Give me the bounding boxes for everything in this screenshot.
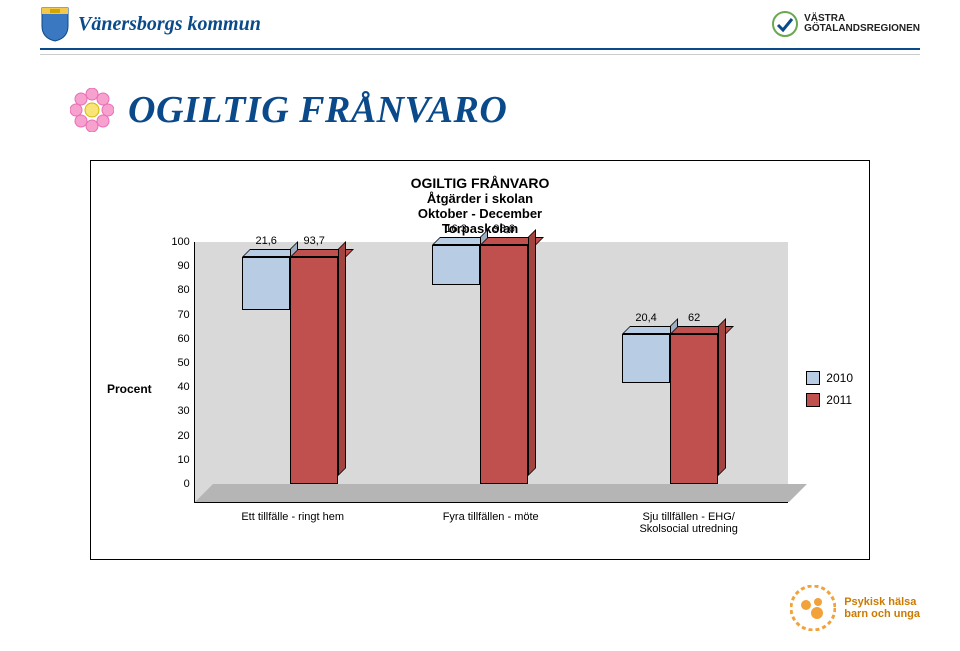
bar-value-label: 93,7 bbox=[303, 235, 324, 247]
y-tick: 100 bbox=[171, 236, 189, 248]
footer-line1: Psykisk hälsa bbox=[844, 596, 920, 608]
y-tick: 50 bbox=[177, 357, 189, 369]
plot-floor bbox=[195, 484, 807, 502]
bar-group: 16,398,6 bbox=[432, 245, 528, 484]
x-axis-labels: Ett tillfälle - ringt hemFyra tillfällen… bbox=[194, 511, 789, 535]
chart-container: OGILTIG FRÅNVARO Åtgärder i skolan Oktob… bbox=[90, 160, 870, 560]
flower-icon bbox=[70, 88, 114, 132]
y-tick: 80 bbox=[177, 284, 189, 296]
x-label: Fyra tillfällen - möte bbox=[392, 511, 590, 535]
chart-title-2: Åtgärder i skolan bbox=[107, 191, 853, 206]
psykisk-halsa-icon bbox=[790, 585, 836, 631]
page-header: Vänersborgs kommun VÄSTRA GÖTALANDSREGIO… bbox=[40, 0, 920, 48]
header-left: Vänersborgs kommun bbox=[40, 6, 261, 42]
plot-outer: 21,693,716,398,620,462 Ett tillfälle - r… bbox=[194, 242, 789, 535]
bar-value-label: 20,4 bbox=[635, 312, 656, 324]
y-tick: 40 bbox=[177, 381, 189, 393]
header-right: VÄSTRA GÖTALANDSREGIONEN bbox=[772, 11, 920, 37]
chart-title-3: Oktober - December bbox=[107, 206, 853, 221]
legend-item: 2011 bbox=[806, 393, 853, 407]
y-axis-ticks: 0102030405060708090100 bbox=[160, 242, 194, 502]
y-tick: 60 bbox=[177, 333, 189, 345]
chart-title-4: Torpaskolan bbox=[107, 221, 853, 236]
legend-label: 2010 bbox=[826, 371, 853, 385]
title-row: OGILTIG FRÅNVARO bbox=[70, 88, 507, 132]
y-tick: 70 bbox=[177, 309, 189, 321]
chart-title-1: OGILTIG FRÅNVARO bbox=[107, 175, 853, 191]
y-axis-label: Procent bbox=[107, 242, 160, 535]
page-title: OGILTIG FRÅNVARO bbox=[128, 88, 507, 132]
vgr-line2: GÖTALANDSREGIONEN bbox=[804, 24, 920, 35]
legend-label: 2011 bbox=[826, 393, 852, 407]
legend-swatch bbox=[806, 393, 820, 407]
municipality-crest-icon bbox=[40, 6, 70, 42]
bar-value-label: 16,3 bbox=[445, 223, 466, 235]
chart-body: Procent 0102030405060708090100 21,693,71… bbox=[107, 242, 853, 535]
plot-area: 21,693,716,398,620,462 bbox=[194, 242, 789, 503]
y-tick: 30 bbox=[177, 405, 189, 417]
vgr-logo-icon bbox=[772, 11, 798, 37]
legend-swatch bbox=[806, 371, 820, 385]
bar-group: 20,462 bbox=[622, 334, 718, 484]
header-rule-1 bbox=[40, 48, 920, 50]
header-rule-2 bbox=[40, 54, 920, 55]
x-label: Ett tillfälle - ringt hem bbox=[194, 511, 392, 535]
footer-logo: Psykisk hälsa barn och unga bbox=[790, 585, 920, 631]
municipality-name: Vänersborgs kommun bbox=[78, 13, 261, 36]
bar: 98,6 bbox=[480, 245, 528, 484]
plot-inner: 21,693,716,398,620,462 bbox=[195, 242, 789, 484]
bar-value-label: 21,6 bbox=[255, 235, 276, 247]
bar-group: 21,693,7 bbox=[242, 257, 338, 484]
bar-value-label: 62 bbox=[688, 312, 700, 324]
y-tick: 90 bbox=[177, 260, 189, 272]
bar: 93,7 bbox=[290, 257, 338, 484]
y-tick: 10 bbox=[177, 454, 189, 466]
legend-item: 2010 bbox=[806, 371, 853, 385]
bar: 62 bbox=[670, 334, 718, 484]
bar-value-label: 98,6 bbox=[493, 223, 514, 235]
bar: 21,6 bbox=[242, 257, 290, 309]
y-tick: 20 bbox=[177, 430, 189, 442]
footer-line2: barn och unga bbox=[844, 608, 920, 620]
y-tick: 0 bbox=[184, 478, 190, 490]
bar: 20,4 bbox=[622, 334, 670, 383]
x-label: Sju tillfällen - EHG/ Skolsocial utredni… bbox=[590, 511, 788, 535]
vgr-text: VÄSTRA GÖTALANDSREGIONEN bbox=[804, 14, 920, 35]
footer-text: Psykisk hälsa barn och unga bbox=[844, 596, 920, 620]
bar: 16,3 bbox=[432, 245, 480, 284]
